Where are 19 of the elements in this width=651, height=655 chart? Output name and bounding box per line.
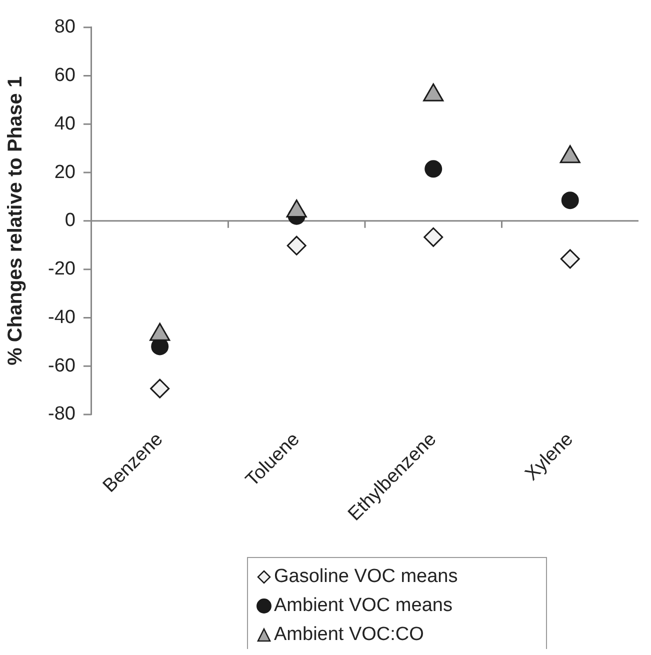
point [424,227,444,247]
y-tick-label: -40 [48,306,76,328]
y-tick-label: 40 [54,113,76,134]
point [561,192,579,210]
legend-label: Ambient VOC means [274,594,452,616]
y-tick-label: -80 [48,404,76,425]
point [424,160,442,178]
legend-label: Gasoline VOC means [274,566,458,588]
y-tick-label: 20 [54,162,76,183]
y-tick-label: -20 [48,258,76,280]
point [150,378,170,398]
legend-label: Ambient VOC:CO [274,624,424,646]
y-tick-label: 60 [54,65,76,86]
y-axis-title: % Changes relative to Phase 1 [4,76,27,366]
y-tick-label: 0 [64,210,76,232]
point [560,249,580,269]
point [286,236,306,256]
y-tick-label: -60 [48,355,76,376]
y-tick-label: 80 [54,16,76,38]
